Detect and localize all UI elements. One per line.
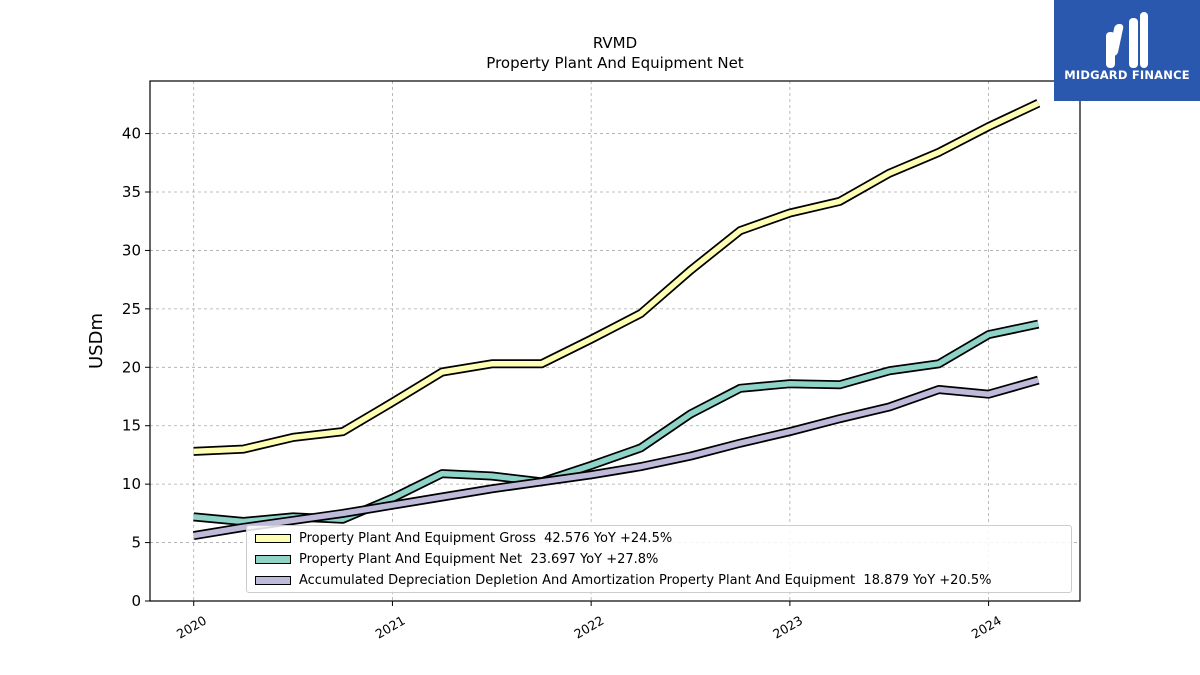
midgard-logo-icon <box>1106 12 1148 68</box>
y-tick-label: 25 <box>122 300 141 318</box>
legend-swatch-net <box>255 554 291 564</box>
legend-swatch-depreciation <box>255 575 291 585</box>
series-line-0 <box>193 100 1040 455</box>
brand-logo: MIDGARD FINANCE <box>1054 0 1200 101</box>
series-outline-1 <box>193 319 1040 526</box>
series-lines <box>192 99 1041 541</box>
legend-label-gross: Property Plant And Equipment Gross 42.57… <box>299 530 673 546</box>
y-tick-label: 35 <box>122 183 141 201</box>
legend-swatch-gross <box>255 533 291 543</box>
x-tick-label: 2023 <box>770 613 805 642</box>
x-tick-label: 2024 <box>969 613 1004 642</box>
y-tick-label: 10 <box>122 475 141 493</box>
legend-item-gross: Property Plant And Equipment Gross 42.57… <box>255 529 672 547</box>
legend-label-net: Property Plant And Equipment Net 23.697 … <box>299 551 659 567</box>
x-tick-label: 2021 <box>373 613 408 642</box>
legend-item-depreciation: Accumulated Depreciation Depletion And A… <box>255 571 991 589</box>
x-tick-label: 2022 <box>571 613 606 642</box>
plot-frame <box>149 80 1081 602</box>
legend-item-net: Property Plant And Equipment Net 23.697 … <box>255 550 658 568</box>
y-tick-label: 30 <box>122 241 141 259</box>
y-axis-label: USDm <box>86 313 107 369</box>
x-tick-label: 2020 <box>174 613 209 642</box>
chart-legend: Property Plant And Equipment Gross 42.57… <box>246 525 1072 593</box>
chart-subtitle: Property Plant And Equipment Net <box>486 54 743 72</box>
series-line-1 <box>193 321 1039 525</box>
legend-label-depreciation: Accumulated Depreciation Depletion And A… <box>299 572 992 588</box>
y-tick-label: 5 <box>131 534 141 552</box>
chart-title: RVMD <box>593 34 637 52</box>
y-tick-label: 15 <box>122 417 141 435</box>
y-tick-label: 40 <box>122 125 141 143</box>
brand-name: MIDGARD FINANCE <box>1064 68 1190 82</box>
y-tick-label: 20 <box>122 358 141 376</box>
y-tick-label: 0 <box>131 592 141 610</box>
series-line-2 <box>193 377 1040 539</box>
